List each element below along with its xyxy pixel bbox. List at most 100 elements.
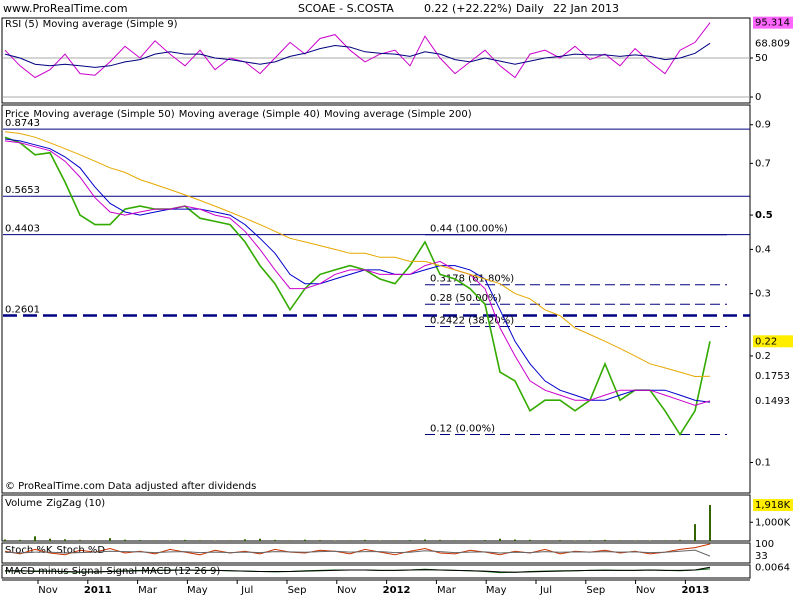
bar xyxy=(379,540,381,541)
bar xyxy=(499,538,501,541)
x-tick-label: Mar xyxy=(437,585,457,596)
level-label: 0.8743 xyxy=(5,118,40,129)
last-value-label: 33 xyxy=(755,551,768,562)
bar xyxy=(424,539,426,541)
legend-entry: Moving average (Simple 200) xyxy=(324,109,472,120)
last-value-tag xyxy=(753,16,793,29)
last-value-tag xyxy=(753,335,793,348)
x-tick-label: Nov xyxy=(636,585,656,596)
bar xyxy=(274,539,276,541)
bar xyxy=(469,540,471,541)
change: 0.22 (+22.22%) xyxy=(424,2,512,15)
period: Daily xyxy=(516,2,544,15)
x-tick-label: Mar xyxy=(138,585,158,596)
series-line xyxy=(4,136,711,436)
rsi-panel xyxy=(1,17,751,104)
last-value-label: 95.314 xyxy=(755,18,790,29)
legend-entry: MACD (12 26 9) xyxy=(141,566,220,577)
bar xyxy=(349,540,351,541)
site: www.ProRealTime.com xyxy=(3,2,128,15)
legend-entry: Volume xyxy=(5,498,42,509)
series-line xyxy=(4,549,711,557)
bar xyxy=(364,539,366,541)
series-line xyxy=(4,22,711,79)
series-line xyxy=(4,138,711,403)
series-line xyxy=(4,42,711,68)
bar xyxy=(109,538,111,541)
x-tick-label: May xyxy=(187,585,208,596)
y-tick-label: 0 xyxy=(755,92,761,103)
last-value-label: 1,918K xyxy=(755,500,791,511)
last-value-tag xyxy=(753,538,793,550)
bar xyxy=(259,538,261,541)
date: 22 Jan 2013 xyxy=(553,2,619,15)
bar xyxy=(124,539,126,541)
last-value-tag xyxy=(753,394,793,407)
x-tick-label: 2013 xyxy=(681,585,709,596)
bar xyxy=(484,540,486,541)
bar xyxy=(49,538,51,541)
bar xyxy=(664,540,666,541)
last-value-tag xyxy=(753,550,793,563)
price-panel xyxy=(1,104,751,494)
x-tick-label: 2011 xyxy=(84,585,112,596)
bar xyxy=(79,539,81,541)
bar xyxy=(64,539,66,541)
level-label: 0.4403 xyxy=(5,224,40,235)
last-value-tag xyxy=(753,561,793,574)
bar xyxy=(169,540,171,541)
bar xyxy=(139,540,141,541)
y-tick-label: 50 xyxy=(755,53,768,64)
fib-label: 0.12 (0.00%) xyxy=(430,423,495,434)
x-tick-label: Jul xyxy=(539,585,552,596)
legend-entry: Moving average (Simple 40) xyxy=(179,109,320,120)
bar xyxy=(154,540,156,541)
macd-panel xyxy=(1,564,751,579)
bar xyxy=(574,540,576,541)
series-line xyxy=(4,140,711,406)
bar xyxy=(319,540,321,541)
fib-label: 0.44 (100.00%) xyxy=(430,224,508,235)
bar xyxy=(184,539,186,541)
bar xyxy=(439,539,441,541)
bar xyxy=(4,539,6,541)
bar xyxy=(334,540,336,541)
bar xyxy=(514,539,516,541)
x-tick-label: Sep xyxy=(288,585,307,596)
x-tick-label: May xyxy=(486,585,507,596)
bar xyxy=(394,540,396,541)
fib-label: 0.2422 (38.20%) xyxy=(430,316,514,327)
last-value-label: 0.1753 xyxy=(755,371,790,382)
volume-panel xyxy=(1,494,751,542)
last-value-tag xyxy=(753,37,793,50)
legend-entry: Moving average (Simple 9) xyxy=(43,19,178,30)
y-tick-label: 0.3 xyxy=(755,289,771,300)
last-value-label: 68.809 xyxy=(755,38,790,49)
legend-entry: RSI (5) xyxy=(5,19,39,30)
legend-entry: Moving average (Simple 50) xyxy=(33,109,174,120)
bar xyxy=(304,539,306,541)
y-tick-label: 0.9 xyxy=(755,120,771,131)
bar xyxy=(214,540,216,541)
bar xyxy=(604,539,606,541)
series-line xyxy=(5,566,711,573)
y-tick-label: 0.2 xyxy=(755,351,771,362)
y-tick-label: 0.5 xyxy=(755,210,773,221)
stoch-panel xyxy=(1,542,751,564)
last-value-tag xyxy=(753,499,793,512)
bar xyxy=(589,540,591,541)
bar xyxy=(19,539,21,541)
x-tick-label: Nov xyxy=(337,585,357,596)
last-value-tag xyxy=(753,370,793,383)
bar xyxy=(619,540,621,541)
bar xyxy=(34,536,36,541)
bar xyxy=(634,540,636,541)
bar xyxy=(94,540,96,541)
legend-entry: Price xyxy=(5,109,29,120)
bar xyxy=(559,540,561,541)
bar xyxy=(544,540,546,541)
symbol: SCOAE - S.COSTA xyxy=(298,2,394,15)
bar xyxy=(409,540,411,541)
